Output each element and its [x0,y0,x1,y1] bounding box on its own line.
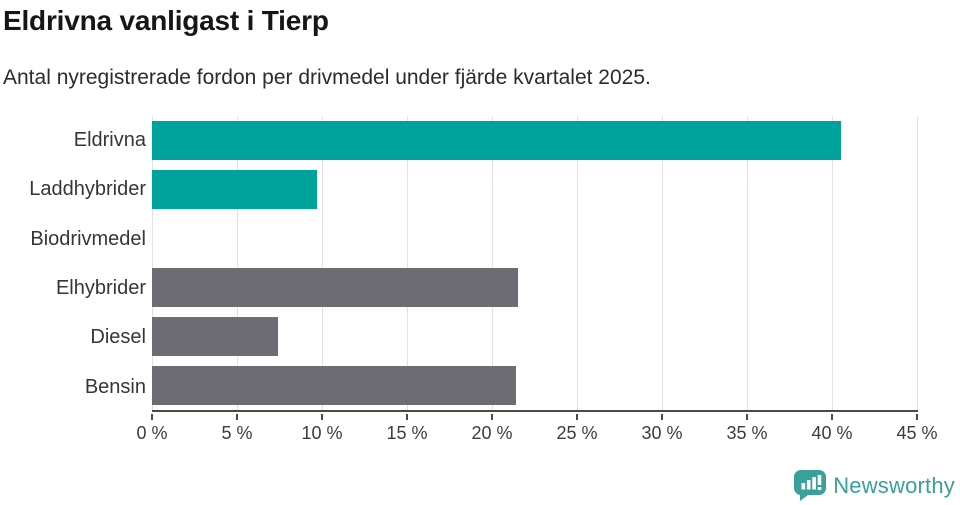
x-tick-label: 15 % [386,423,428,443]
gridline [492,116,493,410]
x-tick-mark [406,414,408,420]
chart-title: Eldrivna vanligast i Tierp [3,5,329,36]
gridline [917,116,918,410]
x-tick-label: 0 % [136,423,168,443]
x-tick-mark [831,414,833,420]
x-tick-label: 45 % [896,423,938,443]
plot-area [152,116,918,412]
y-axis-category-labels: Eldrivna Laddhybrider Biodrivmedel Elhybrid… [0,116,146,412]
chart-subtitle: Antal nyregistrerade fordon per drivmede… [3,66,651,89]
category-label-diesel: Diesel [90,326,146,349]
x-tick-label: 35 % [726,423,768,443]
gridline [832,116,833,410]
category-label-biodrivmedel: Biodrivmedel [30,227,146,250]
bar-row-eldrivna [152,116,917,165]
category-label-eldrivna: Eldrivna [73,129,146,152]
x-tick-mark [746,414,748,420]
x-tick-mark [661,414,663,420]
gridline [152,116,153,410]
gridline [322,116,323,410]
bar-diesel [152,317,278,356]
x-tick-label: 20 % [471,423,513,443]
bar-row-elhybrider [152,263,917,312]
bar-row-laddhybrider [152,165,917,214]
bar-row-diesel [152,312,917,361]
x-tick-mark [576,414,578,420]
bar-elhybrider [152,268,518,307]
x-tick-mark [916,414,918,420]
gridline [577,116,578,410]
gridline [747,116,748,410]
x-tick-mark [236,414,238,420]
newsworthy-chart-bubble-icon [794,470,827,501]
bar-bensin [152,366,516,405]
x-tick-label: 25 % [556,423,598,443]
bar-laddhybrider [152,170,317,209]
category-label-bensin: Bensin [84,375,146,398]
gridline [662,116,663,410]
bar-row-bensin [152,361,917,410]
x-tick-mark [491,414,493,420]
bar-rows [152,116,917,410]
x-tick-label: 5 % [221,423,253,443]
x-tick-mark [321,414,323,420]
category-label-laddhybrider: Laddhybrider [29,178,146,201]
newsworthy-wordmark: Newsworthy [833,472,955,498]
bar-eldrivna [152,121,841,160]
bar-row-biodrivmedel [152,214,917,263]
x-tick-label: 30 % [641,423,683,443]
x-tick-mark [151,414,153,420]
gridline [237,116,238,410]
brand-logo: Newsworthy [794,470,955,501]
gridline [407,116,408,410]
category-label-elhybrider: Elhybrider [55,277,146,300]
x-tick-label: 40 % [811,423,853,443]
x-tick-label: 10 % [301,423,343,443]
